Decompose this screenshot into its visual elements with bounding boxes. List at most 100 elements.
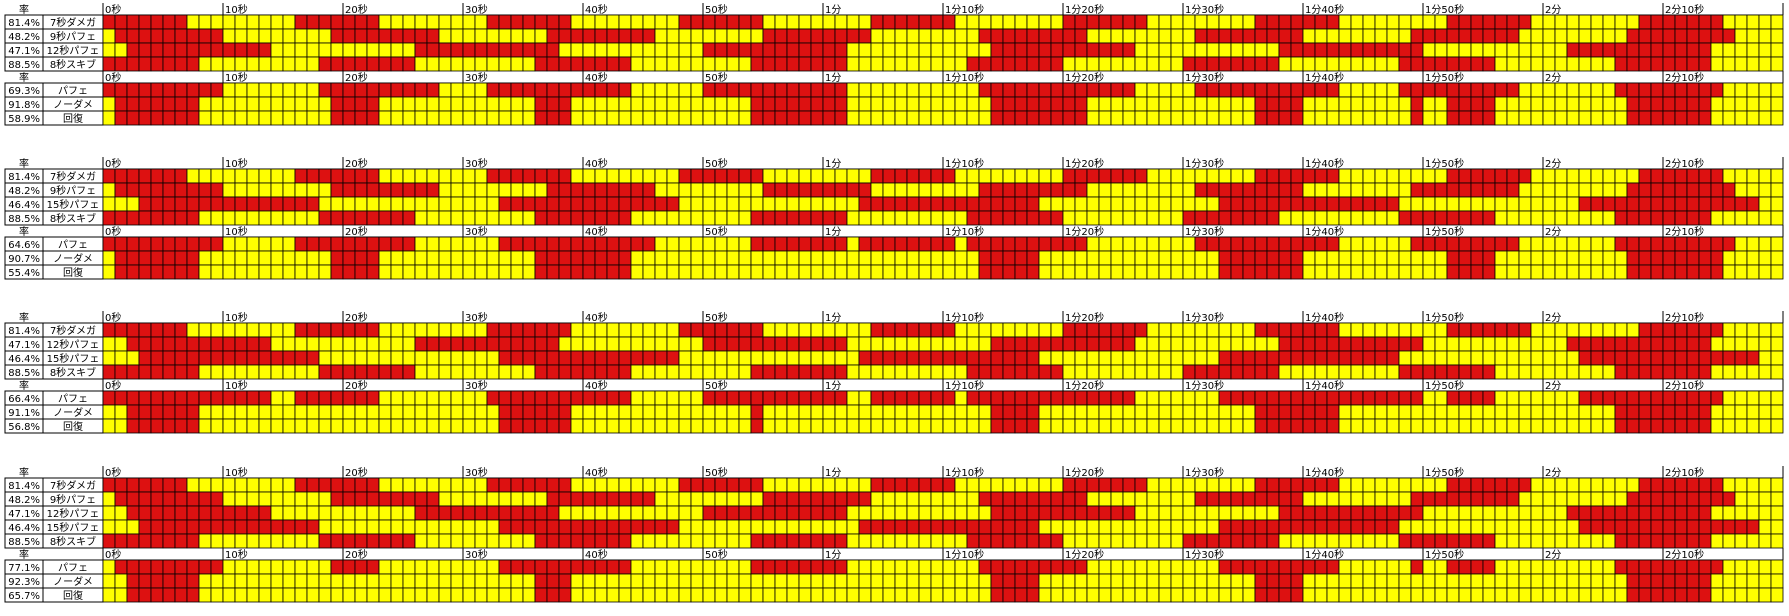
timeline-cell (1722, 56, 1736, 72)
timeline-cell (1734, 336, 1748, 352)
timeline-cell (522, 533, 536, 549)
timeline-cell (1398, 210, 1412, 226)
timeline-cell (102, 182, 116, 198)
timeline-cell (786, 168, 800, 184)
timeline-cell (1026, 573, 1040, 589)
timeline-cell (366, 168, 380, 184)
timeline-cell (1482, 196, 1496, 212)
timeline-cell (522, 82, 536, 98)
timeline-cell (1242, 196, 1256, 212)
timeline-cell (1278, 196, 1292, 212)
timeline-cell (570, 573, 584, 589)
timeline-cell (1722, 559, 1736, 575)
timeline-cell (1290, 182, 1304, 198)
timeline-cell (906, 336, 920, 352)
timeline-cell (306, 82, 320, 98)
timeline-cell (1542, 364, 1556, 380)
timeline-cell (1134, 418, 1148, 434)
timeline-cell (366, 505, 380, 521)
timeline-cell (1650, 364, 1664, 380)
timeline-cell (1554, 110, 1568, 126)
timeline-cell (1374, 336, 1388, 352)
row-name-label: 回復 (63, 589, 83, 602)
timeline-cell (1098, 587, 1112, 603)
timeline-cell (582, 559, 596, 575)
timeline-cell (990, 364, 1004, 380)
timeline-cell (738, 559, 752, 575)
timeline-cell (1578, 236, 1592, 252)
timeline-cell (606, 573, 620, 589)
timeline-cell (1602, 110, 1616, 126)
timeline-cell (1422, 418, 1436, 434)
timeline-cell (690, 390, 704, 406)
timeline-cell (1734, 210, 1748, 226)
timeline-cell (1590, 404, 1604, 420)
timeline-cell (1170, 559, 1184, 575)
timeline-cell (738, 573, 752, 589)
timeline-cell (1158, 491, 1172, 507)
timeline-cell (174, 14, 188, 30)
timeline-cell (738, 196, 752, 212)
timeline-cell (1314, 210, 1328, 226)
timeline-cell (1002, 250, 1016, 266)
timeline-cell (150, 336, 164, 352)
timeline-cell (450, 168, 464, 184)
timeline-cell (234, 573, 248, 589)
timeline-cell (606, 14, 620, 30)
timeline-cell (726, 390, 740, 406)
timeline-cell (1626, 168, 1640, 184)
timeline-cell (498, 236, 512, 252)
timeline-cell (114, 182, 128, 198)
timeline-cell (138, 418, 152, 434)
timeline-cell (822, 336, 836, 352)
timeline-cell (162, 418, 176, 434)
timeline-cell (102, 42, 116, 58)
timeline-cell (1386, 477, 1400, 493)
timeline-cell (1182, 519, 1196, 535)
timeline-cell (786, 477, 800, 493)
timeline-cell (822, 210, 836, 226)
timeline-cell (1626, 322, 1640, 338)
timeline-cell (966, 519, 980, 535)
timeline-cell (114, 322, 128, 338)
timeline-cell (918, 477, 932, 493)
timeline-cell (306, 533, 320, 549)
timeline-cell (738, 491, 752, 507)
timeline-cell (366, 559, 380, 575)
timeline-cell (1242, 236, 1256, 252)
timeline-cell (1254, 56, 1268, 72)
time-tick-label: 1分40秒 (1305, 548, 1344, 561)
timeline-cell (126, 559, 140, 575)
timeline-cell (1230, 573, 1244, 589)
timeline-cell (1638, 96, 1652, 112)
timeline-cell (1206, 364, 1220, 380)
timeline-cell (786, 404, 800, 420)
timeline-cell (834, 559, 848, 575)
timeline-cell (1758, 14, 1772, 30)
timeline-cell (702, 559, 716, 575)
timeline-cell (834, 96, 848, 112)
timeline-cell (246, 56, 260, 72)
timeline-cell (594, 322, 608, 338)
timeline-cell (1710, 587, 1724, 603)
timeline-cell (186, 82, 200, 98)
timeline-cell (438, 250, 452, 266)
timeline-cell (198, 182, 212, 198)
timeline-cell (1266, 491, 1280, 507)
timeline-cell (150, 96, 164, 112)
timeline-cell (354, 364, 368, 380)
timeline-cell (1314, 14, 1328, 30)
timeline-cell (1602, 96, 1616, 112)
timeline-cell (198, 210, 212, 226)
timeline-cell (186, 14, 200, 30)
timeline-cell (1230, 28, 1244, 44)
timeline-cell (1638, 519, 1652, 535)
timeline-cell (558, 264, 572, 280)
timeline-cell (678, 250, 692, 266)
timeline-cell (1626, 350, 1640, 366)
timeline-cell (198, 250, 212, 266)
timeline-cell (1266, 573, 1280, 589)
timeline-cell (498, 418, 512, 434)
timeline-cell (294, 82, 308, 98)
timeline-cell (222, 14, 236, 30)
